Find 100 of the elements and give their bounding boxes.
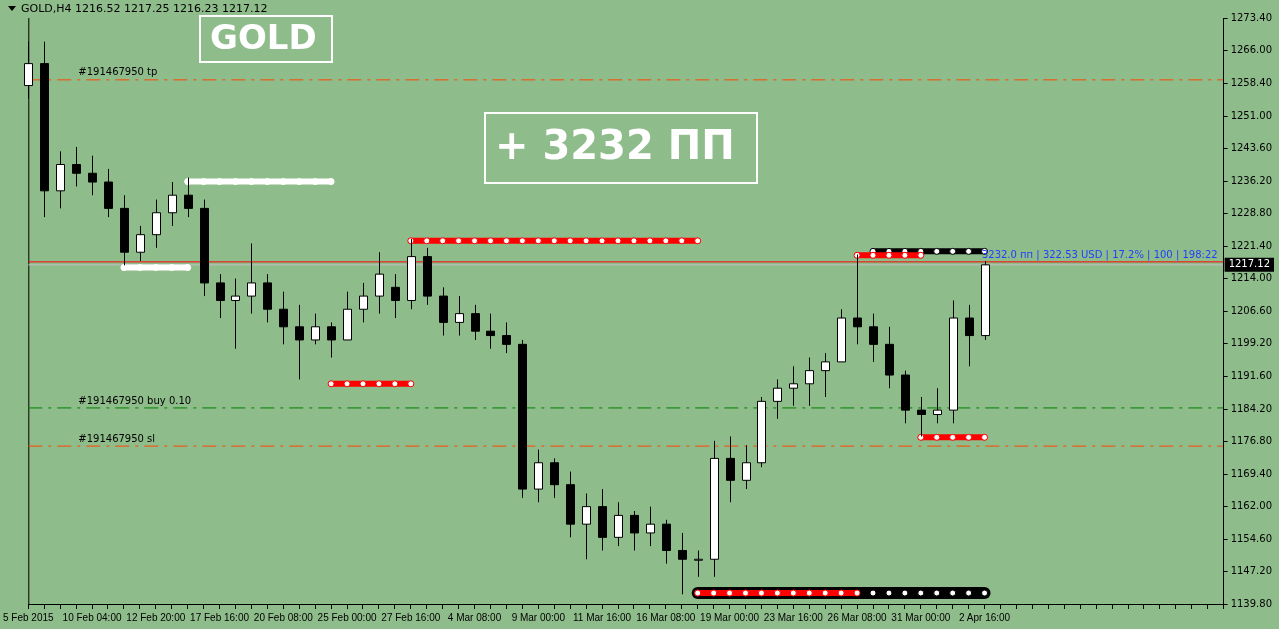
y-tick-label: 1184.20 [1230,402,1273,414]
point [869,251,877,259]
point [582,237,590,245]
x-tick-label: 19 Mar 00:00 [700,611,760,623]
point [949,247,957,255]
point [949,433,957,441]
point [981,589,989,597]
candlestick [965,304,974,367]
candlestick [933,387,942,424]
candlestick [359,282,368,323]
candlestick [216,273,225,319]
ref-line-label: #191467950 buy 0.10 [78,394,192,406]
x-tick-label: 9 Mar 00:00 [511,611,566,623]
y-tick-label: 1139.80 [1230,597,1273,609]
point [901,251,909,259]
y-tick-label: 1251.00 [1230,109,1273,121]
y-tick-label: 1243.60 [1230,142,1273,154]
point [614,237,622,245]
x-tick-label: 25 Feb 00:00 [317,611,377,623]
candlestick [502,321,511,354]
point [359,380,367,388]
y-tick-label: 1214.00 [1230,272,1273,284]
y-tick-label: 1191.60 [1230,370,1273,382]
point [375,380,383,388]
point [487,237,494,245]
point [184,264,192,272]
point [885,251,893,259]
point [949,589,957,597]
candlestick [694,549,703,578]
y-tick-label: 1162.00 [1230,500,1273,512]
point [455,237,463,245]
point [646,237,654,245]
candlestick [375,251,384,315]
point [965,247,973,255]
point [933,433,941,441]
candlestick [582,492,591,560]
ref-line-label: #191467950 tp [78,66,158,78]
annotation: + 3232 ПП [495,122,735,169]
annotation: 3232.0 пп | 322.53 USD | 17.2% | 100 | 198:22 [981,249,1218,262]
point [901,589,909,597]
candlestick [486,313,495,350]
point [965,589,973,597]
point [407,380,415,388]
candlestick [72,146,81,187]
x-tick-label: 11 Mar 16:00 [572,611,632,623]
ref-line-label: 1217.12 [1228,258,1271,270]
x-tick-label: 5 Feb 2015 [2,611,55,623]
point [869,589,877,597]
y-tick-label: 1266.00 [1230,44,1273,56]
candlestick [136,225,145,262]
candlestick [455,295,464,337]
y-tick-label: 1154.60 [1230,532,1273,544]
x-tick-label: 12 Feb 20:00 [126,611,186,623]
point [550,237,558,245]
candlestick [327,321,336,358]
candlestick [88,155,97,196]
annotation: GOLD [210,16,317,57]
x-tick-label: 27 Feb 16:00 [381,611,441,623]
candlestick [726,435,735,503]
x-tick-label: 2 Apr 16:00 [959,611,1011,623]
chart-title: GOLD,H4 1216.52 1217.25 1216.23 1217.12 [21,2,268,15]
candlestick [773,378,782,420]
point [933,589,941,597]
point [933,247,941,255]
x-tick-label: 31 Mar 00:00 [891,611,951,623]
candlestick [391,273,400,319]
point [917,251,925,259]
point [502,237,510,245]
point [518,237,526,245]
point [423,237,431,245]
candlestick [678,532,687,595]
y-tick-label: 1169.40 [1230,467,1273,479]
candlestick [550,457,559,499]
x-tick-label: 20 Feb 08:00 [253,611,314,623]
candlestick [614,501,623,547]
candlestick [646,506,655,547]
x-tick-label: 26 Mar 08:00 [827,611,887,623]
point [981,433,989,441]
candlestick [168,181,177,227]
x-tick-label: 17 Feb 16:00 [190,611,250,623]
ref-line-label: #191467950 sl [78,432,156,444]
point [534,237,542,245]
candlestick [311,313,320,345]
point [694,237,702,245]
point [391,380,399,388]
x-tick-label: 4 Mar 08:00 [447,611,502,623]
y-tick-label: 1176.80 [1230,435,1273,447]
candlestick [805,356,814,407]
candlestick [630,510,639,551]
point [678,237,686,245]
y-tick-label: 1147.20 [1230,565,1273,577]
candlestick [152,199,161,249]
candlestick [821,352,830,398]
candlestick [789,365,798,407]
point [327,380,335,388]
point [439,237,447,245]
point [917,433,925,441]
y-tick-label: 1206.60 [1230,304,1273,316]
x-tick-label: 23 Mar 16:00 [763,611,824,623]
candlestick [247,242,256,315]
